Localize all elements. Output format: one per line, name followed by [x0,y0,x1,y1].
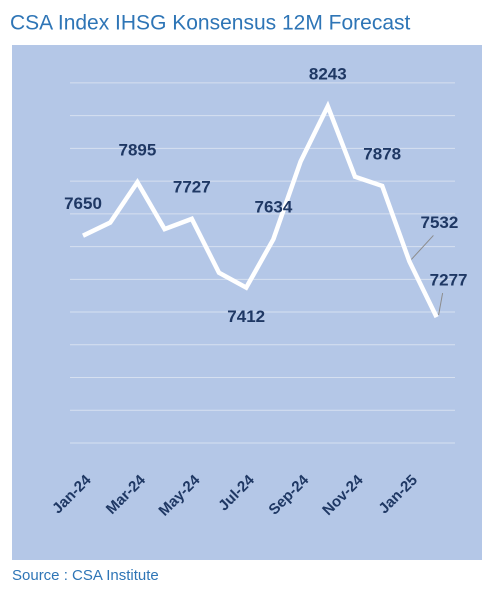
source-note: Source : CSA Institute [12,567,159,584]
leader-line [411,235,434,260]
value-label: 7727 [173,177,211,196]
value-label: 8243 [309,65,347,84]
value-label: 7878 [363,144,401,163]
chart-title: CSA Index IHSG Konsensus 12M Forecast [10,12,411,35]
plot-background [12,45,482,560]
data-line [82,100,439,319]
value-label: 7895 [118,141,156,160]
value-label: 7412 [227,307,265,326]
leader-line [438,292,444,316]
value-label: 7650 [64,194,102,213]
value-label: 7634 [254,198,292,217]
value-label: 7277 [430,271,468,290]
value-label: 7532 [420,213,458,232]
